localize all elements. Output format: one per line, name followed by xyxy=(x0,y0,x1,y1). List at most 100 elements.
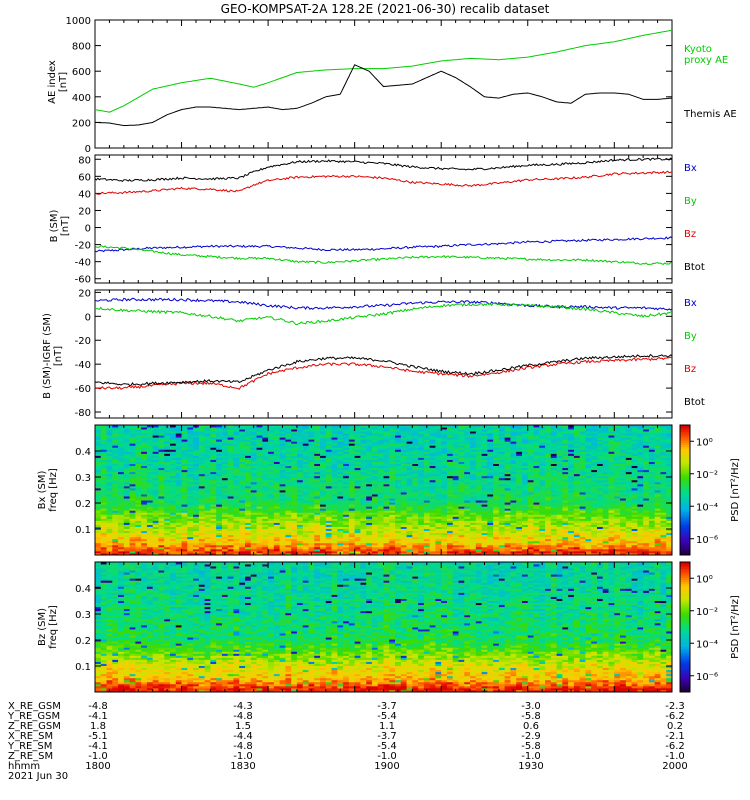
heatmap-cell xyxy=(262,536,269,540)
heatmap-cell xyxy=(493,520,500,523)
heatmap-cell xyxy=(452,542,459,546)
heatmap-cell xyxy=(175,445,182,448)
heatmap-cell xyxy=(308,461,315,464)
heatmap-cell xyxy=(118,425,125,428)
heatmap-cell xyxy=(446,469,454,473)
heatmap-cell xyxy=(360,463,367,467)
heatmap-cell xyxy=(210,429,217,432)
heatmap-cell xyxy=(487,485,494,489)
heatmap-cell xyxy=(493,443,500,446)
heatmap-cell xyxy=(227,500,234,503)
heatmap-cell xyxy=(112,542,119,546)
heatmap-cell xyxy=(296,475,304,479)
heatmap-cell xyxy=(487,544,494,548)
heatmap-cell xyxy=(464,481,471,485)
heatmap-cell xyxy=(320,459,327,462)
heatmap-cell xyxy=(377,494,384,497)
heatmap-cell xyxy=(475,520,482,523)
heatmap-cell xyxy=(412,471,419,475)
heatmap-cell xyxy=(123,504,131,507)
heatmap-cell xyxy=(268,494,275,497)
legend-by: By xyxy=(684,196,697,207)
heatmap-cell xyxy=(285,502,292,505)
heatmap-cell xyxy=(475,469,482,473)
heatmap-cell xyxy=(152,465,159,469)
heatmap-cell xyxy=(198,524,206,527)
heatmap-cell xyxy=(383,542,390,546)
heatmap-cell xyxy=(418,508,425,511)
heatmap-cell xyxy=(123,552,131,556)
heatmap-cell xyxy=(123,447,131,450)
heatmap-cell xyxy=(95,546,102,550)
heatmap-cell xyxy=(377,550,384,554)
heatmap-cell xyxy=(383,524,390,527)
heatmap-cell xyxy=(118,526,125,529)
heatmap-cell xyxy=(193,502,200,505)
heatmap-cell xyxy=(481,449,488,452)
heatmap-cell xyxy=(510,548,517,552)
heatmap-cell xyxy=(325,524,332,527)
heatmap-cell xyxy=(227,425,234,428)
heatmap-cell xyxy=(389,544,396,548)
heatmap-cell xyxy=(406,528,413,532)
heatmap-cell xyxy=(112,516,119,519)
heatmap-cell xyxy=(366,467,373,471)
heatmap-cell xyxy=(112,512,119,515)
heatmap-cell xyxy=(481,457,488,460)
heatmap-cell xyxy=(504,467,511,471)
heatmap-cell xyxy=(435,451,442,454)
heatmap-cell xyxy=(239,510,246,513)
heatmap-cell xyxy=(493,485,500,489)
heatmap-cell xyxy=(331,496,338,499)
heatmap-cell xyxy=(221,538,229,542)
heatmap-cell xyxy=(302,506,309,509)
heatmap-cell xyxy=(146,524,154,527)
heatmap-cell xyxy=(400,477,407,481)
heatmap-cell xyxy=(320,429,327,432)
heatmap-cell xyxy=(273,461,281,464)
heatmap-cell xyxy=(481,490,488,493)
heatmap-cell xyxy=(331,548,338,552)
heatmap-cell xyxy=(504,512,511,515)
heatmap-cell xyxy=(123,439,131,442)
heatmap-cell xyxy=(256,437,263,440)
heatmap-cell xyxy=(429,492,436,495)
heatmap-cell xyxy=(406,548,413,552)
heatmap-cell xyxy=(279,431,286,434)
heatmap-cell xyxy=(452,490,459,493)
heatmap-cell xyxy=(245,538,252,542)
heatmap-cell xyxy=(106,542,113,546)
heatmap-cell xyxy=(441,532,448,536)
heatmap-cell xyxy=(175,506,182,509)
heatmap-cell xyxy=(325,433,332,436)
heatmap-cell xyxy=(302,502,309,505)
heatmap-cell xyxy=(366,457,373,460)
heatmap-cell xyxy=(262,485,269,489)
heatmap-cell xyxy=(400,431,407,434)
heatmap-cell xyxy=(493,548,500,552)
heatmap-cell xyxy=(256,459,263,462)
heatmap-cell xyxy=(510,483,517,487)
heatmap-cell xyxy=(487,443,494,446)
heatmap-cell xyxy=(141,467,148,471)
heatmap-cell xyxy=(187,429,194,432)
heatmap-cell xyxy=(331,492,338,495)
heatmap-cell xyxy=(285,520,292,523)
heatmap-cell xyxy=(498,451,506,454)
heatmap-cell xyxy=(308,447,315,450)
heatmap-cell xyxy=(227,429,234,432)
heatmap-cell xyxy=(170,530,177,534)
heatmap-cell xyxy=(239,506,246,509)
heatmap-cell xyxy=(181,544,188,548)
heatmap-cell xyxy=(170,514,177,517)
heatmap-cell xyxy=(400,508,407,511)
heatmap-cell xyxy=(487,425,494,428)
heatmap-cell xyxy=(210,514,217,517)
heatmap-cell xyxy=(458,453,465,456)
heatmap-cell xyxy=(348,540,356,544)
heatmap-cell xyxy=(458,457,465,460)
heatmap-cell xyxy=(279,469,286,473)
heatmap-cell xyxy=(285,429,292,432)
heatmap-cell xyxy=(193,520,200,523)
heatmap-cell xyxy=(395,475,402,479)
